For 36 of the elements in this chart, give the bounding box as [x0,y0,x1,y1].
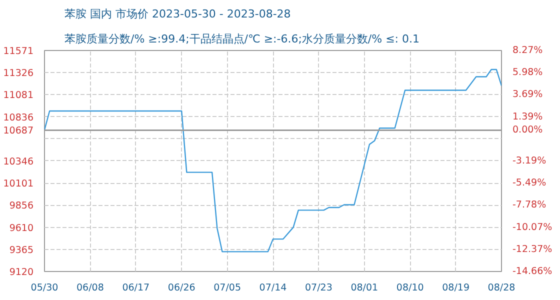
y-tick-label: 9610 [9,222,34,234]
x-tick-label: 06/26 [168,282,196,294]
y-tick-label: 10101 [3,178,34,190]
chart-title: 苯胺 国内 市场价 2023-05-30 - 2023-08-28 [64,8,291,20]
chart-subtitle: 苯胺质量分数/% ≥:99.4;干品结晶点/℃ ≥:-6.6;水分质量分数/% ≤: 0.1 [64,32,420,46]
line-series [44,68,502,252]
y2-tick-label: 8.27% [512,45,543,56]
x-tick-label: 06/17 [122,282,150,294]
x-tick-label: 08/19 [442,282,470,294]
y2-tick-label: 1.39% [512,111,543,122]
y-tick-label: 9856 [9,200,34,212]
y-tick-label: 10687 [3,126,34,137]
y-tick-label: 11571 [3,46,34,57]
y2-tick-label: -7.78% [512,200,546,211]
y2-tick-label: -12.37% [512,244,552,255]
x-tick-label: 08/10 [396,282,424,294]
y2-tick-label: -5.49% [512,178,546,189]
x-tick-label: 06/08 [76,282,104,294]
y-tick-label: 10836 [3,112,34,124]
x-tick-label: 08/01 [350,282,378,294]
x-tick-label: 07/23 [305,282,332,294]
y-tick-label: 9365 [9,244,34,256]
y-tick-label: 11081 [3,90,34,102]
x-tick-label: 08/28 [488,282,516,294]
y-tick-label: 10346 [3,156,34,168]
y2-tick-label: 3.69% [512,89,543,100]
y2-tick-label: -3.19% [512,155,546,166]
y-tick-label: 9120 [9,267,34,278]
y2-tick-label: 0.00% [512,124,543,136]
x-tick-label: 05/30 [30,282,58,294]
y2-tick-label: 5.98% [512,67,543,78]
x-tick-label: 07/14 [259,282,287,294]
x-tick-label: 07/05 [214,282,241,294]
y2-tick-label: -14.66% [512,266,552,277]
y2-tick-label: -10.07% [512,222,552,233]
y-tick-label: 11326 [3,68,34,80]
